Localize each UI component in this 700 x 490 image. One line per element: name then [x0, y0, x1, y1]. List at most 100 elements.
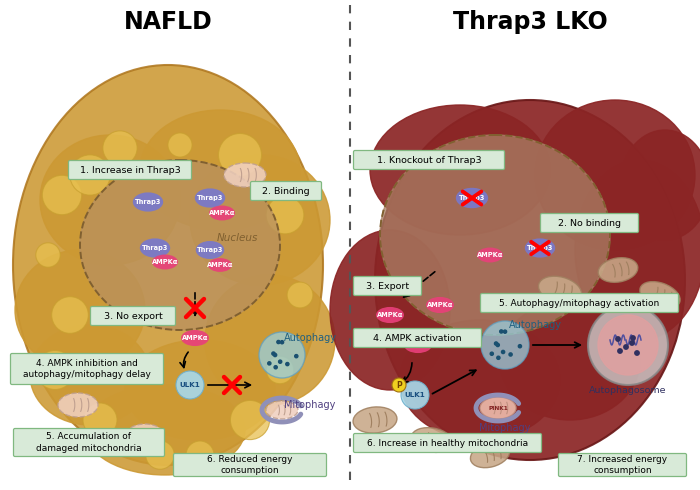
Circle shape	[267, 362, 271, 365]
Text: 3. No export: 3. No export	[104, 312, 162, 320]
Text: 4. AMPK activation: 4. AMPK activation	[373, 334, 462, 343]
Text: AMPKα: AMPKα	[152, 259, 178, 265]
Circle shape	[259, 332, 305, 378]
Text: AMPKα: AMPKα	[182, 335, 208, 341]
Circle shape	[616, 337, 620, 341]
Text: P: P	[396, 381, 402, 390]
Text: 1. Increase in Thrap3: 1. Increase in Thrap3	[80, 166, 181, 174]
Text: Thrap3: Thrap3	[458, 195, 485, 201]
FancyBboxPatch shape	[174, 454, 326, 476]
Ellipse shape	[477, 247, 503, 263]
Ellipse shape	[30, 325, 150, 425]
Text: Thrap3: Thrap3	[197, 247, 223, 253]
Text: 4. AMPK inhibition and
autophagy/mitophagy delay: 4. AMPK inhibition and autophagy/mitopha…	[23, 359, 151, 379]
Text: 3. Export: 3. Export	[366, 281, 409, 291]
Circle shape	[281, 341, 284, 344]
FancyBboxPatch shape	[480, 294, 678, 313]
Ellipse shape	[15, 250, 145, 370]
Circle shape	[266, 196, 304, 234]
FancyBboxPatch shape	[69, 161, 192, 179]
Circle shape	[186, 441, 214, 469]
Circle shape	[287, 282, 313, 308]
FancyBboxPatch shape	[354, 276, 421, 295]
Circle shape	[146, 441, 174, 469]
Circle shape	[631, 336, 635, 340]
Circle shape	[494, 342, 498, 345]
Ellipse shape	[330, 230, 450, 390]
Ellipse shape	[80, 160, 280, 330]
FancyBboxPatch shape	[251, 181, 321, 200]
Ellipse shape	[196, 241, 224, 259]
Circle shape	[501, 350, 505, 354]
Circle shape	[588, 305, 668, 385]
Text: Thrap3: Thrap3	[197, 195, 223, 201]
Text: 5. Accumulation of
damaged mitochondria: 5. Accumulation of damaged mitochondria	[36, 433, 142, 453]
Ellipse shape	[598, 258, 638, 282]
Text: Mitophagy: Mitophagy	[284, 400, 336, 410]
Ellipse shape	[575, 160, 700, 340]
Ellipse shape	[480, 397, 516, 419]
FancyBboxPatch shape	[90, 307, 176, 325]
Text: ULK1: ULK1	[405, 392, 426, 398]
Circle shape	[624, 345, 628, 349]
Ellipse shape	[140, 110, 300, 230]
Ellipse shape	[470, 442, 510, 467]
Ellipse shape	[152, 254, 178, 270]
Ellipse shape	[404, 337, 432, 353]
Text: 7. Increased energy
consumption: 7. Increased energy consumption	[578, 455, 668, 475]
FancyBboxPatch shape	[354, 434, 542, 452]
Circle shape	[496, 343, 499, 346]
Ellipse shape	[538, 276, 582, 304]
Text: AMPKα: AMPKα	[206, 262, 233, 268]
Circle shape	[598, 315, 658, 375]
Text: Thrap3: Thrap3	[527, 245, 553, 251]
Text: 2. No binding: 2. No binding	[558, 219, 621, 227]
Circle shape	[176, 371, 204, 399]
Ellipse shape	[205, 275, 335, 405]
Ellipse shape	[209, 205, 235, 221]
Circle shape	[266, 356, 294, 384]
Ellipse shape	[13, 65, 323, 465]
Circle shape	[279, 360, 282, 363]
Text: Autophagosome: Autophagosome	[589, 386, 666, 394]
Circle shape	[618, 349, 622, 353]
Ellipse shape	[181, 330, 209, 346]
Text: 5. Autophagy/mitophagy activation: 5. Autophagy/mitophagy activation	[499, 298, 659, 308]
Text: Autophagy: Autophagy	[284, 333, 337, 343]
Text: Thrap3: Thrap3	[142, 245, 168, 251]
Text: Autophagy: Autophagy	[508, 320, 561, 330]
Circle shape	[274, 353, 276, 357]
Circle shape	[52, 296, 88, 333]
Ellipse shape	[535, 100, 695, 250]
Text: ULK1: ULK1	[180, 382, 200, 388]
Ellipse shape	[125, 340, 275, 440]
Ellipse shape	[400, 320, 560, 440]
Circle shape	[401, 381, 429, 409]
Circle shape	[497, 356, 500, 359]
Text: Nucleus: Nucleus	[216, 233, 258, 243]
Ellipse shape	[266, 401, 298, 419]
Circle shape	[392, 378, 406, 392]
FancyBboxPatch shape	[354, 150, 505, 170]
Ellipse shape	[411, 428, 453, 452]
Ellipse shape	[353, 407, 397, 433]
Ellipse shape	[380, 135, 610, 335]
Circle shape	[635, 351, 639, 355]
Ellipse shape	[224, 163, 266, 187]
Circle shape	[83, 403, 117, 437]
Circle shape	[274, 366, 277, 369]
Circle shape	[286, 363, 289, 366]
Ellipse shape	[195, 188, 225, 208]
Ellipse shape	[640, 282, 680, 308]
FancyBboxPatch shape	[10, 353, 164, 385]
Circle shape	[272, 352, 275, 355]
Ellipse shape	[40, 135, 180, 265]
Circle shape	[42, 175, 82, 215]
Text: AMPKα: AMPKα	[477, 252, 503, 258]
Ellipse shape	[370, 105, 550, 235]
Ellipse shape	[126, 424, 164, 446]
Text: AMPKα: AMPKα	[405, 342, 431, 348]
Ellipse shape	[133, 193, 163, 212]
Circle shape	[230, 400, 270, 440]
Text: Mitophagy: Mitophagy	[480, 423, 531, 433]
